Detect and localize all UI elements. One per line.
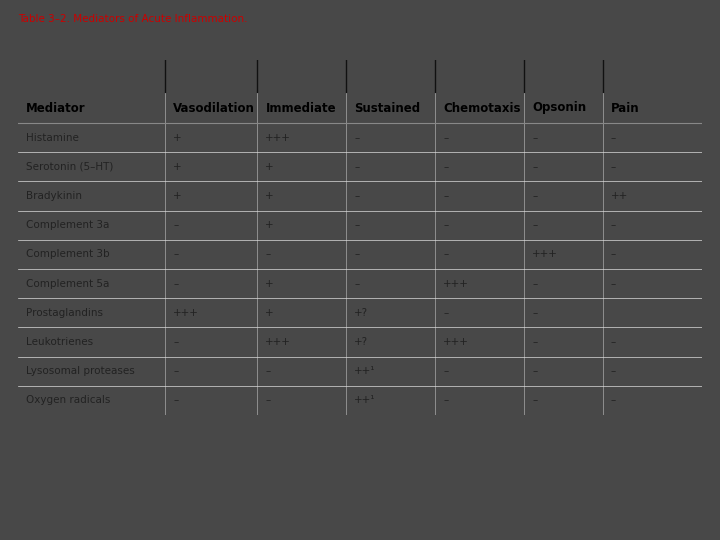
Text: +: + (266, 162, 274, 172)
Text: –: – (354, 191, 359, 201)
Text: –: – (611, 279, 616, 288)
Text: +: + (173, 191, 181, 201)
Text: –: – (444, 249, 449, 259)
Text: –: – (354, 249, 359, 259)
Text: Table 3–2. Mediators of Acute Inflammation.: Table 3–2. Mediators of Acute Inflammati… (18, 14, 248, 24)
Text: –: – (532, 395, 537, 406)
Text: –: – (532, 162, 537, 172)
Text: –: – (173, 337, 179, 347)
Text: +++: +++ (173, 308, 199, 318)
Text: +++: +++ (532, 249, 558, 259)
Text: –: – (532, 133, 537, 143)
Text: –: – (354, 162, 359, 172)
Text: Mediator: Mediator (26, 102, 86, 114)
Text: –: – (611, 249, 616, 259)
Text: Serotonin (5–HT): Serotonin (5–HT) (26, 162, 113, 172)
Text: –: – (354, 279, 359, 288)
Text: –: – (611, 133, 616, 143)
Text: ++: ++ (611, 191, 628, 201)
Text: –: – (266, 395, 271, 406)
Text: –: – (611, 337, 616, 347)
Text: Complement 5a: Complement 5a (26, 279, 109, 288)
Text: –: – (444, 308, 449, 318)
Text: –: – (611, 366, 616, 376)
Text: Complement 3b: Complement 3b (26, 249, 109, 259)
Text: +: + (266, 191, 274, 201)
Text: –: – (354, 133, 359, 143)
Text: +++: +++ (444, 337, 469, 347)
Text: Vasodilation: Vasodilation (173, 102, 255, 114)
Text: –: – (532, 366, 537, 376)
Text: +++: +++ (266, 337, 292, 347)
Text: Opsonin: Opsonin (532, 102, 586, 114)
Text: –: – (611, 220, 616, 230)
Text: +?: +? (354, 308, 369, 318)
Text: Chemotaxis: Chemotaxis (444, 102, 521, 114)
Text: Oxygen radicals: Oxygen radicals (26, 395, 110, 406)
Text: +++: +++ (266, 133, 292, 143)
Text: –: – (532, 220, 537, 230)
Text: Immediate: Immediate (266, 102, 336, 114)
Text: Leukotrienes: Leukotrienes (26, 337, 93, 347)
Text: –: – (532, 279, 537, 288)
Text: –: – (266, 366, 271, 376)
Text: –: – (611, 162, 616, 172)
Text: –: – (444, 220, 449, 230)
Text: –: – (266, 249, 271, 259)
Text: –: – (444, 395, 449, 406)
Text: –: – (532, 191, 537, 201)
Text: +: + (266, 220, 274, 230)
Text: +: + (266, 308, 274, 318)
Text: Sustained: Sustained (354, 102, 420, 114)
Text: Pain: Pain (611, 102, 639, 114)
Text: –: – (354, 220, 359, 230)
Text: –: – (532, 308, 537, 318)
Text: Prostaglandins: Prostaglandins (26, 308, 103, 318)
Text: Histamine: Histamine (26, 133, 79, 143)
Text: –: – (444, 133, 449, 143)
Text: –: – (444, 162, 449, 172)
Text: –: – (444, 366, 449, 376)
Text: Complement 3a: Complement 3a (26, 220, 109, 230)
Text: +: + (266, 279, 274, 288)
Text: –: – (444, 191, 449, 201)
Text: ++¹: ++¹ (354, 395, 376, 406)
Text: –: – (173, 279, 179, 288)
Text: +: + (173, 133, 181, 143)
Text: +++: +++ (444, 279, 469, 288)
Text: Lysosomal proteases: Lysosomal proteases (26, 366, 135, 376)
Text: –: – (611, 395, 616, 406)
Text: –: – (173, 395, 179, 406)
Text: +: + (173, 162, 181, 172)
Text: –: – (532, 337, 537, 347)
Text: +?: +? (354, 337, 369, 347)
Text: –: – (173, 366, 179, 376)
Text: –: – (173, 220, 179, 230)
Text: Bradykinin: Bradykinin (26, 191, 82, 201)
Text: –: – (173, 249, 179, 259)
Text: ++¹: ++¹ (354, 366, 376, 376)
